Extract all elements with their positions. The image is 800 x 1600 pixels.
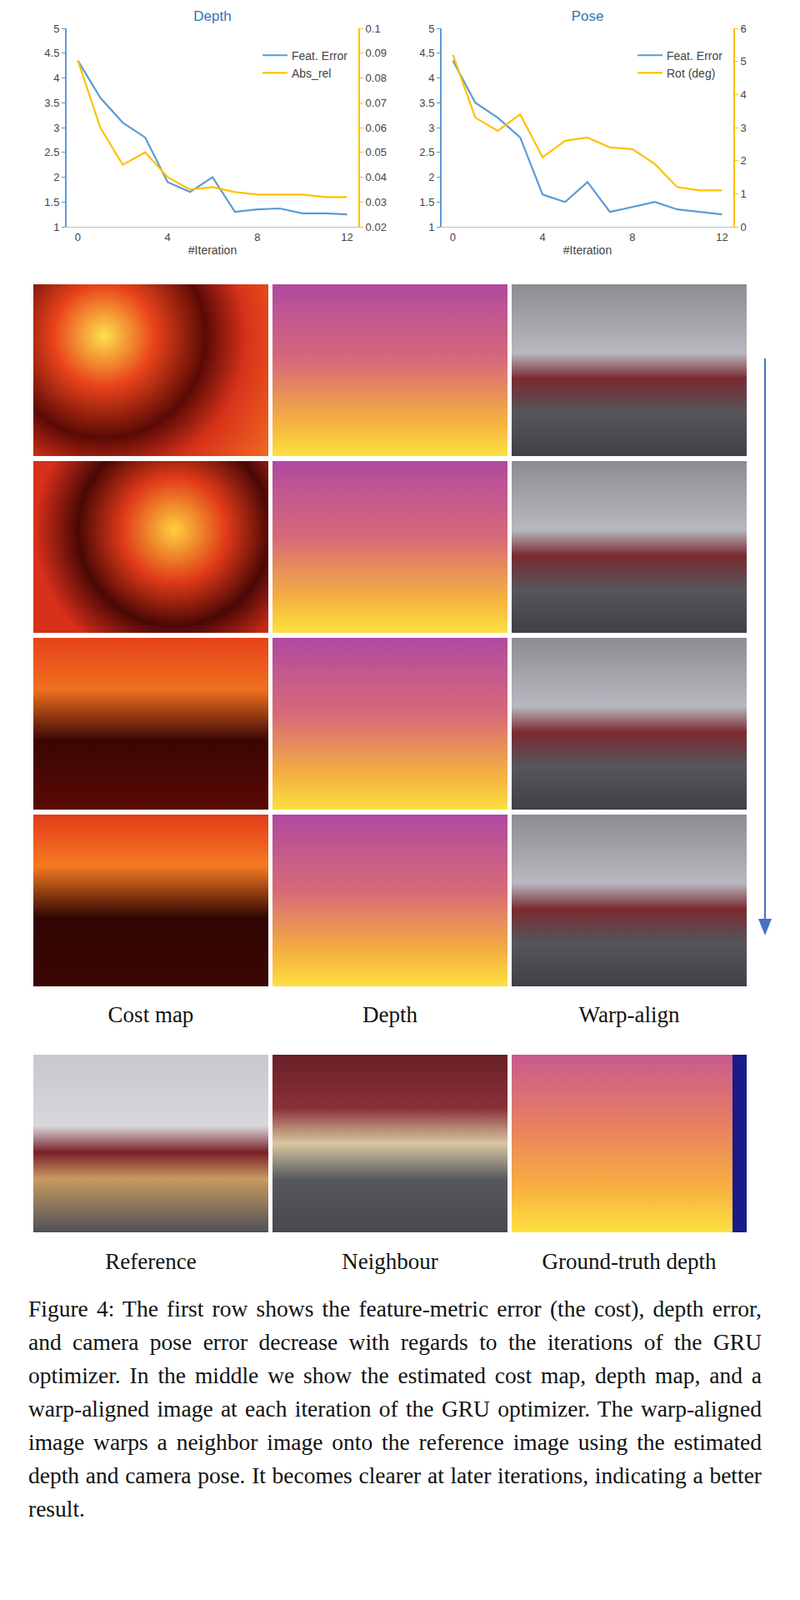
svg-text:6: 6 — [740, 22, 747, 35]
svg-text:#Iteration: #Iteration — [563, 243, 612, 257]
svg-text:4.5: 4.5 — [44, 46, 60, 60]
svg-text:2.5: 2.5 — [44, 145, 60, 159]
svg-text:4: 4 — [740, 88, 747, 101]
svg-text:3: 3 — [428, 121, 435, 135]
html-text:Ground-truth depth: Ground-truth depth — [542, 1248, 717, 1274]
svg-text:12: 12 — [715, 230, 728, 244]
svg-text:3.5: 3.5 — [44, 96, 60, 110]
svg-text:1: 1 — [428, 220, 435, 234]
svg-text:0.09: 0.09 — [365, 46, 387, 60]
svg-text:Depth: Depth — [193, 8, 231, 25]
svg-text:4: 4 — [165, 230, 171, 244]
svg-text:1: 1 — [53, 220, 60, 234]
svg-text:Pose: Pose — [571, 8, 605, 25]
svg-text:0.03: 0.03 — [365, 195, 387, 209]
svg-text:4: 4 — [53, 71, 60, 85]
svg-text:2.5: 2.5 — [419, 145, 435, 159]
svg-text:5: 5 — [428, 22, 435, 35]
html-text:Warp-align: Warp-align — [578, 1001, 680, 1027]
svg-text:2: 2 — [740, 154, 747, 167]
svg-text:0: 0 — [450, 230, 456, 244]
svg-text:0: 0 — [75, 230, 81, 244]
svg-text:5: 5 — [53, 22, 60, 35]
svg-text:5: 5 — [740, 55, 747, 68]
svg-text:8: 8 — [254, 230, 260, 244]
svg-text:1.5: 1.5 — [44, 195, 60, 209]
svg-text:0.1: 0.1 — [365, 22, 381, 35]
svg-text:0: 0 — [740, 220, 747, 234]
svg-text:3.5: 3.5 — [419, 96, 435, 110]
svg-text:1.5: 1.5 — [419, 195, 435, 209]
svg-text:#Iteration: #Iteration — [188, 243, 237, 257]
svg-text:4: 4 — [540, 230, 546, 244]
svg-text:Feat. Error: Feat. Error — [291, 49, 348, 63]
html-text:Cost map: Cost map — [108, 1001, 194, 1027]
svg-text:0.07: 0.07 — [365, 96, 387, 110]
svg-text:0.04: 0.04 — [365, 170, 387, 184]
svg-text:2: 2 — [53, 170, 60, 184]
svg-text:Feat. Error: Feat. Error — [666, 49, 723, 63]
html-text:Depth: Depth — [362, 1001, 418, 1027]
html-text:Reference: Reference — [105, 1248, 197, 1274]
svg-text:8: 8 — [629, 230, 635, 244]
svg-text:2: 2 — [428, 170, 435, 184]
svg-text:0.08: 0.08 — [365, 71, 387, 85]
svg-text:0.06: 0.06 — [365, 121, 387, 135]
svg-text:12: 12 — [340, 230, 353, 244]
svg-text:3: 3 — [740, 121, 747, 135]
svg-text:0.02: 0.02 — [365, 220, 387, 234]
svg-text:3: 3 — [53, 121, 60, 135]
svg-text:4.5: 4.5 — [419, 46, 435, 60]
svg-text:Abs_rel: Abs_rel — [291, 66, 331, 80]
html-text:Neighbour: Neighbour — [341, 1248, 439, 1274]
svg-text:1: 1 — [740, 187, 747, 200]
html-text:Figure 4: The first row shows: Figure 4: The first row shows the featur… — [28, 1295, 762, 1521]
svg-text:Rot (deg): Rot (deg) — [666, 66, 715, 80]
svg-text:0.05: 0.05 — [365, 145, 387, 159]
svg-text:4: 4 — [428, 71, 435, 85]
